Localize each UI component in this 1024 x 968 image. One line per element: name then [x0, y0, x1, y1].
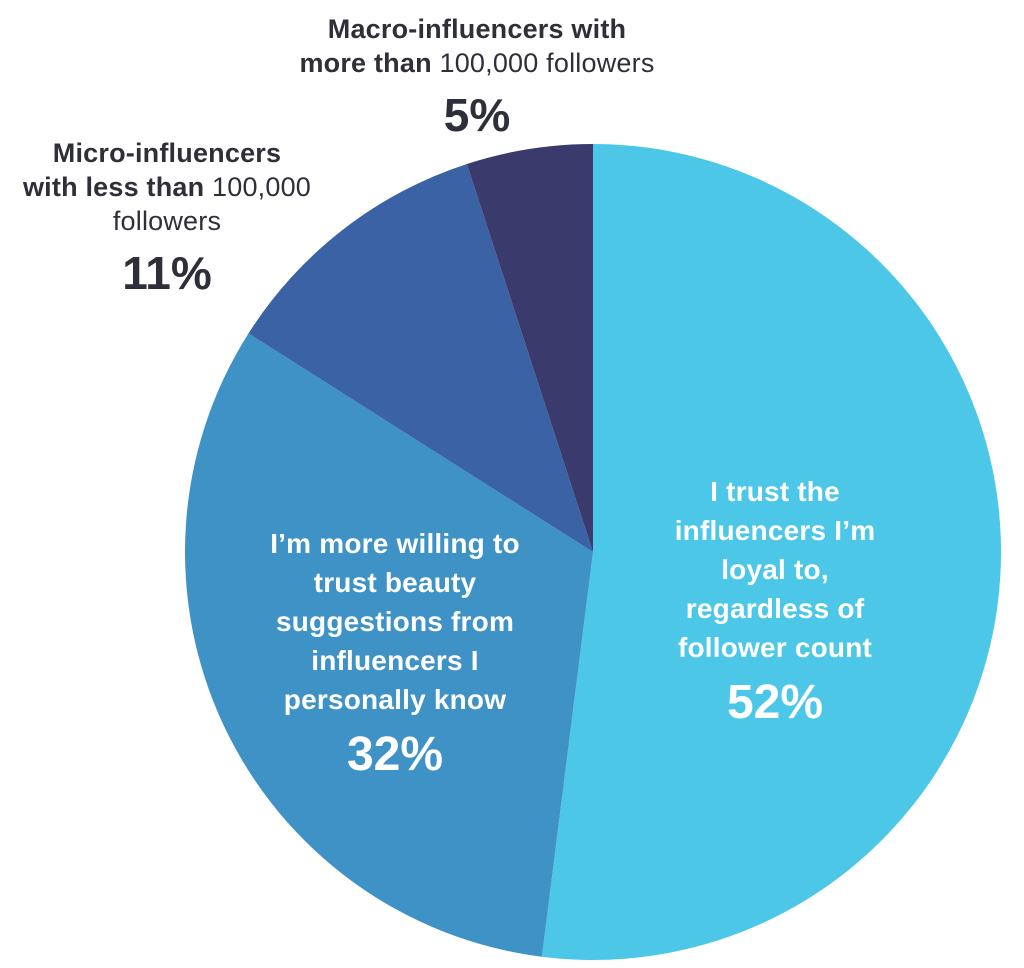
label-text-segment: more than [299, 48, 432, 78]
loyal-percent-label: 52% [726, 676, 824, 729]
label-line: I trust the [710, 476, 840, 507]
pie-slice-micro-influencers-less-than-100000 [248, 163, 593, 552]
slice-label-micro-influencers: Micro-influencers with less than 100,000 f… [7, 136, 327, 298]
label-line: regardless of [685, 593, 865, 624]
label-line: personally know [283, 684, 507, 715]
label-line: suggestions from [275, 606, 515, 637]
label-text-segment: 100,000 followers [431, 48, 655, 78]
label-line: loyal to, [721, 554, 829, 585]
pie-slice-loyal-regardless-of-follower-count [541, 144, 1002, 960]
label-text-segment: 100,000 [204, 172, 312, 202]
label-line: influencers I’m [674, 515, 876, 546]
macro-percent-label: 5% [443, 89, 511, 141]
label-text-segment: with [22, 172, 86, 202]
macro-label-text: Macro-influencers with more than 100,000 … [277, 12, 677, 80]
label-line: influencers I [311, 645, 479, 676]
label-text-segment: followers [112, 206, 222, 236]
micro-label-text: Micro-influencers with less than 100,000 f… [7, 136, 327, 238]
pie-slice-macro-influencers-more-than-100000 [466, 144, 593, 552]
label-line: follower count [677, 632, 873, 663]
label-text-segment: less than [85, 172, 205, 202]
slice-label-macro-influencers: Macro-influencers with more than 100,000 … [277, 12, 677, 140]
slice-label-personally-know: I’m more willing to trust beauty suggest… [235, 524, 555, 781]
micro-percent-label: 11% [122, 247, 212, 299]
label-line: trust beauty [313, 567, 477, 598]
label-text-segment: Macro-influencers with [327, 14, 627, 44]
pie-slice-influencers-i-personally-know [184, 333, 594, 957]
label-text-segment: Micro-influencers [52, 138, 282, 168]
label-line: I’m more willing to [270, 528, 520, 559]
personally-know-percent-label: 32% [346, 728, 444, 781]
slice-label-loyal-regardless: I trust the influencers I’m loyal to, re… [615, 472, 935, 729]
